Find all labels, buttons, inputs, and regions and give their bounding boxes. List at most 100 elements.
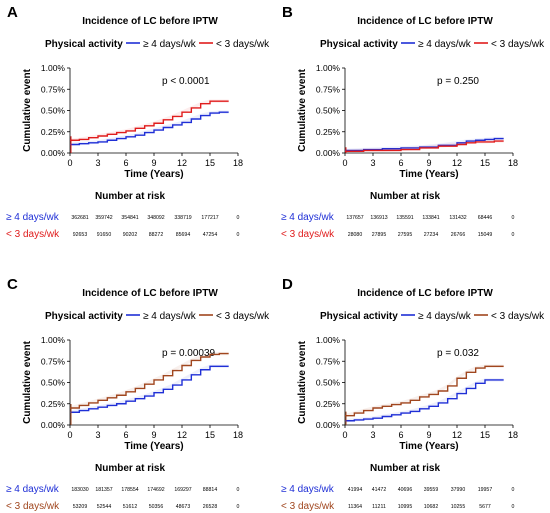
- risk-cell: 40696: [398, 487, 413, 493]
- risk-cell: 338719: [174, 215, 191, 221]
- x-tick-label: 12: [177, 158, 187, 168]
- series-line: [70, 111, 229, 146]
- risk-cell: 354841: [121, 215, 138, 221]
- chart-title: Incidence of LC before IPTW: [82, 16, 218, 27]
- risk-cell: 27895: [372, 232, 387, 238]
- ci-band: [70, 364, 229, 414]
- x-tick-label: 3: [370, 430, 375, 440]
- risk-cell: 41472: [372, 487, 387, 493]
- risk-cell: 10995: [398, 504, 413, 510]
- risk-row-label: ≥ 4 days/wk: [6, 212, 60, 223]
- legend-title: Physical activity: [45, 311, 123, 322]
- risk-cell: 359742: [95, 215, 112, 221]
- risk-cell: 41994: [348, 487, 363, 493]
- y-tick-label: 0.50%: [41, 378, 66, 388]
- risk-cell: 0: [512, 487, 515, 493]
- y-tick-label: 0.25%: [316, 399, 341, 409]
- ci-band: [70, 351, 229, 410]
- x-tick-label: 9: [426, 430, 431, 440]
- series-line: [345, 137, 504, 152]
- x-tick-label: 15: [480, 158, 490, 168]
- legend: Physical activity ≥ 4 days/wk < 3 days/wk: [45, 39, 270, 50]
- chart-panel-c: C Incidence of LC before IPTW Physical act…: [6, 276, 270, 512]
- legend: Physical activity ≥ 4 days/wk < 3 days/wk: [320, 311, 545, 322]
- x-tick-label: 12: [452, 158, 462, 168]
- legend-entry: ≥ 4 days/wk: [143, 311, 197, 322]
- risk-cell: 174692: [147, 487, 164, 493]
- risk-cell: 0: [237, 504, 240, 510]
- x-tick-label: 6: [398, 158, 403, 168]
- x-tick-label: 6: [123, 430, 128, 440]
- risk-cell: 183030: [71, 487, 88, 493]
- risk-cell: 27595: [398, 232, 413, 238]
- risk-cell: 28080: [348, 232, 363, 238]
- x-axis-label: Time (Years): [399, 169, 458, 180]
- risk-cell: 10682: [424, 504, 439, 510]
- risk-cell: 26528: [203, 504, 218, 510]
- chart-panel-d: D Incidence of LC before IPTW Physical act…: [281, 276, 545, 512]
- x-tick-label: 15: [480, 430, 490, 440]
- risk-cell: 11364: [348, 504, 362, 510]
- p-value: p = 0.00039: [162, 348, 216, 359]
- risk-cell: 11211: [372, 504, 386, 510]
- series-line: [70, 100, 229, 141]
- risk-cell: 348092: [147, 215, 164, 221]
- x-tick-label: 12: [452, 430, 462, 440]
- risk-cell: 136913: [370, 215, 387, 221]
- x-tick-label: 6: [123, 158, 128, 168]
- chart-panel-b: B Incidence of LC before IPTW Physical act…: [281, 4, 545, 240]
- x-tick-label: 18: [508, 430, 518, 440]
- y-axis-label: Cumulative event: [22, 340, 33, 423]
- risk-table-title: Number at risk: [95, 191, 165, 202]
- panel-label: C: [7, 276, 18, 293]
- legend-entry: ≥ 4 days/wk: [143, 39, 197, 50]
- series-line: [345, 379, 504, 422]
- risk-cell: 88814: [203, 487, 218, 493]
- x-tick-label: 3: [370, 158, 375, 168]
- risk-cell: 88272: [149, 232, 164, 238]
- x-tick-label: 0: [342, 158, 347, 168]
- risk-table-title: Number at risk: [370, 191, 440, 202]
- risk-cell: 53209: [73, 504, 88, 510]
- x-tick-label: 18: [233, 158, 243, 168]
- risk-cell: 90202: [123, 232, 138, 238]
- risk-row-label: < 3 days/wk: [6, 229, 60, 240]
- risk-cell: 92653: [73, 232, 88, 238]
- risk-cell: 177217: [201, 215, 218, 221]
- x-tick-label: 18: [508, 158, 518, 168]
- risk-cell: 0: [237, 232, 240, 238]
- y-tick-label: 0.00%: [316, 148, 341, 158]
- risk-cell: 169297: [174, 487, 191, 493]
- risk-cell: 5677: [479, 504, 491, 510]
- risk-cell: 137657: [346, 215, 363, 221]
- y-tick-label: 0.50%: [316, 378, 341, 388]
- x-axis-label: Time (Years): [124, 441, 183, 452]
- risk-cell: 0: [512, 215, 515, 221]
- ci-band: [70, 110, 229, 147]
- legend-title: Physical activity: [45, 39, 123, 50]
- x-tick-label: 12: [177, 430, 187, 440]
- risk-row-label: < 3 days/wk: [281, 501, 335, 512]
- legend: Physical activity ≥ 4 days/wk < 3 days/wk: [320, 39, 545, 50]
- risk-row-label: < 3 days/wk: [281, 229, 335, 240]
- risk-cell: 26766: [451, 232, 466, 238]
- chart-title: Incidence of LC before IPTW: [82, 288, 218, 299]
- y-tick-label: 0.25%: [316, 127, 341, 137]
- risk-cell: 91650: [97, 232, 112, 238]
- y-tick-label: 1.00%: [316, 63, 341, 73]
- risk-cell: 50356: [149, 504, 164, 510]
- risk-table-title: Number at risk: [95, 463, 165, 474]
- legend-entry: < 3 days/wk: [491, 311, 545, 322]
- y-tick-label: 0.75%: [41, 356, 66, 366]
- risk-cell: 39559: [424, 487, 439, 493]
- y-axis-label: Cumulative event: [297, 68, 308, 151]
- series-line: [70, 365, 229, 413]
- risk-row-label: < 3 days/wk: [6, 501, 60, 512]
- risk-cell: 15049: [478, 232, 493, 238]
- risk-cell: 0: [237, 487, 240, 493]
- x-tick-label: 9: [151, 430, 156, 440]
- y-tick-label: 0.00%: [41, 148, 66, 158]
- y-tick-label: 0.75%: [316, 84, 341, 94]
- series-line: [345, 365, 504, 417]
- legend-title: Physical activity: [320, 311, 398, 322]
